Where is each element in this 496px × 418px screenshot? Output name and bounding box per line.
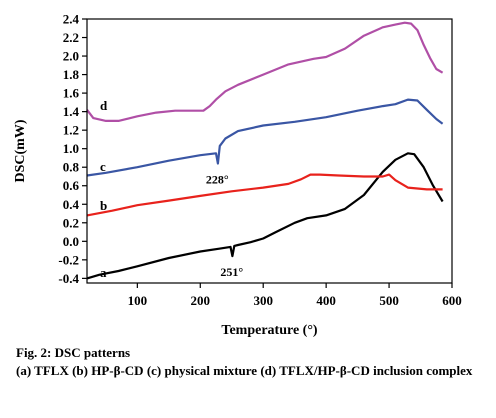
x-tick-label: 300 — [253, 293, 273, 308]
curve-labels: a b c d — [100, 98, 108, 280]
y-tick-label: 0.4 — [63, 197, 80, 212]
y-tick-label: 0.0 — [63, 234, 79, 249]
y-tick-labels: -0.4 -0.2 0.0 0.2 0.4 0.6 0.8 1.0 1.2 1.4 1.6 1.8 2.… — [58, 12, 79, 286]
y-tick-label: 1.4 — [63, 104, 80, 119]
y-tick-label: 1.8 — [63, 67, 80, 82]
series-line-b — [86, 173, 443, 217]
x-axis-title: Temperature (°) — [221, 323, 318, 338]
y-tick-label: 1.6 — [63, 86, 80, 101]
dsc-chart: 100 200 300 400 500 600 -0.4 -0.2 0.0 0.2 0.4 0.6 0… — [13, 12, 462, 339]
annotation-peak-c: 228° — [206, 173, 229, 187]
curve-label-b: b — [100, 198, 107, 213]
curve-label-a: a — [100, 265, 107, 280]
series-line-a — [86, 152, 444, 280]
x-tick-label: 500 — [379, 293, 399, 308]
curve-label-c: c — [100, 159, 106, 174]
y-tick-label: -0.2 — [58, 252, 79, 267]
x-tick-label: 400 — [316, 293, 336, 308]
series-line-c — [86, 98, 444, 177]
figure-caption-title: Fig. 2: DSC patterns — [16, 345, 131, 360]
y-tick-label: 0.6 — [63, 178, 80, 193]
y-tick-label: 2.4 — [63, 12, 80, 27]
plot-frame — [86, 18, 453, 284]
figure-caption-body: (a) TFLX (b) HP-β-CD (c) physical mixtur… — [16, 363, 473, 378]
y-tick-label: 1.0 — [63, 141, 79, 156]
y-axis-title: DSC(mW) — [13, 119, 28, 182]
y-tick-label: 0.2 — [63, 215, 79, 230]
series-lines — [86, 21, 444, 280]
series-line-d — [86, 21, 444, 122]
curve-label-d: d — [100, 98, 108, 113]
axis-ticks — [82, 18, 453, 288]
x-tick-labels: 100 200 300 400 500 600 — [128, 293, 462, 308]
y-tick-label: 2.0 — [63, 49, 79, 64]
y-tick-label: -0.4 — [58, 271, 79, 286]
x-tick-label: 600 — [442, 293, 462, 308]
y-tick-label: 0.8 — [63, 160, 80, 175]
y-tick-label: 2.2 — [63, 30, 79, 45]
x-tick-label: 100 — [128, 293, 148, 308]
x-tick-label: 200 — [191, 293, 211, 308]
y-tick-label: 1.2 — [63, 123, 79, 138]
annotation-peak-a: 251° — [220, 265, 243, 279]
